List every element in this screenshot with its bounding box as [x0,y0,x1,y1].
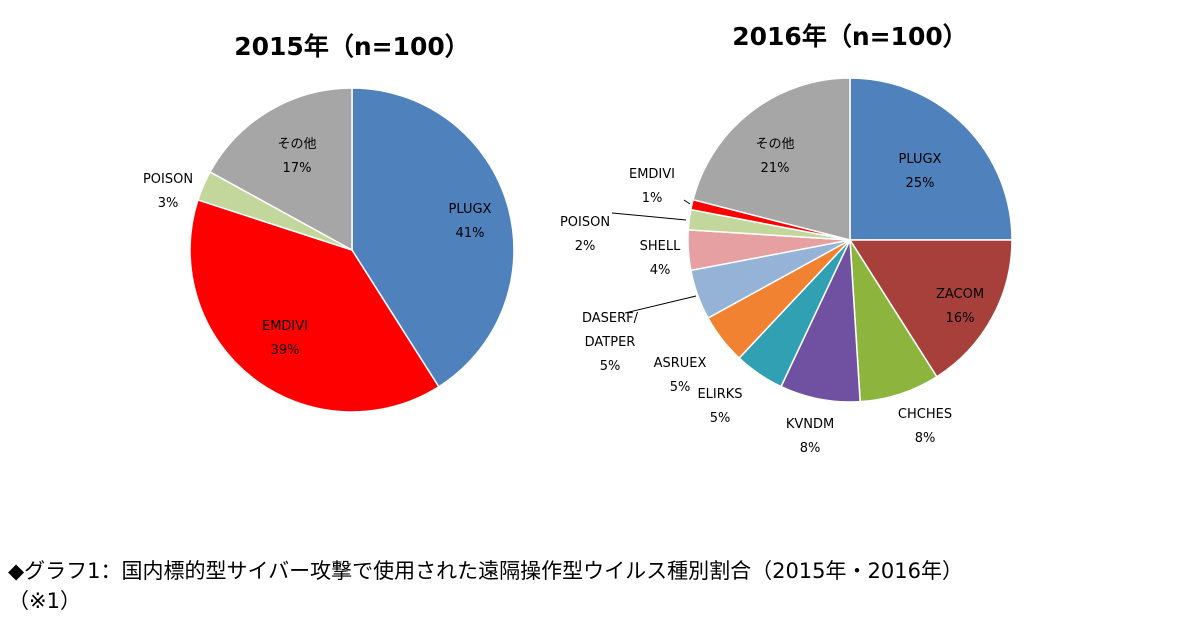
slice-2015-emdivi [189,198,440,413]
chart-title-2015: 2015年（n=100） [234,32,470,61]
pie-2015 [189,87,515,413]
slice-label-2016-zacom: ZACOM 16% [936,287,984,326]
slice-label-2016-kvndm: KVNDM 8% [786,417,834,456]
chart-title-2016: 2016年（n=100） [732,22,968,51]
slice-label-2015-poison: POISON 3% [143,172,193,211]
slice-label-2015-emdivi: EMDIVI 39% [262,319,308,358]
slice-label-2016-chches: CHCHES 8% [898,407,952,446]
slice-label-2015-plugx: PLUGX 41% [449,202,492,241]
slice-2015-other [209,87,353,252]
slice-label-2016-daserf-datper: DASERF/DATPER 5% [582,311,639,374]
leader-lines [611,199,697,314]
leader-line-daserf-datper [624,295,697,314]
pie-2016 [687,77,1013,403]
slice-label-2016-plugx: PLUGX 25% [899,152,942,191]
slice-label-2016-asruex: ASRUEX 5% [654,356,707,395]
slice-label-2016-other: その他 21% [755,137,794,176]
leader-line-emdivi [683,199,691,205]
caption-line-1: ◆グラフ1：国内標的型サイバー攻撃で使用された遠隔操作型ウイルス種別割合（201… [8,559,963,583]
leader-line-poison [611,212,687,221]
slice-label-2016-emdivi: EMDIVI 1% [629,167,675,206]
slice-labels: PLUGX 41% EMDIVI 39% POISON 3% その他 17% PLUGX 25% Z… [143,137,984,456]
slice-2016-zacom [848,239,1013,378]
caption-line-2: （※1） [8,589,81,613]
pie-charts: 2015年（n=100） 2016年（n=100） PLUGX 41% EMDIVI… [143,22,1013,456]
slice-label-2016-elirks: ELIRKS 5% [697,387,742,426]
slice-label-2015-other: その他 17% [277,137,316,176]
slice-label-2016-shell: SHELL 4% [640,239,681,278]
slice-2016-plugx [849,77,1013,241]
slice-label-2016-poison: POISON 2% [560,215,610,254]
slice-2015-plugx [351,87,515,388]
slice-2016-other [692,77,851,241]
figure-caption: ◆グラフ1：国内標的型サイバー攻撃で使用された遠隔操作型ウイルス種別割合（201… [8,556,1196,616]
